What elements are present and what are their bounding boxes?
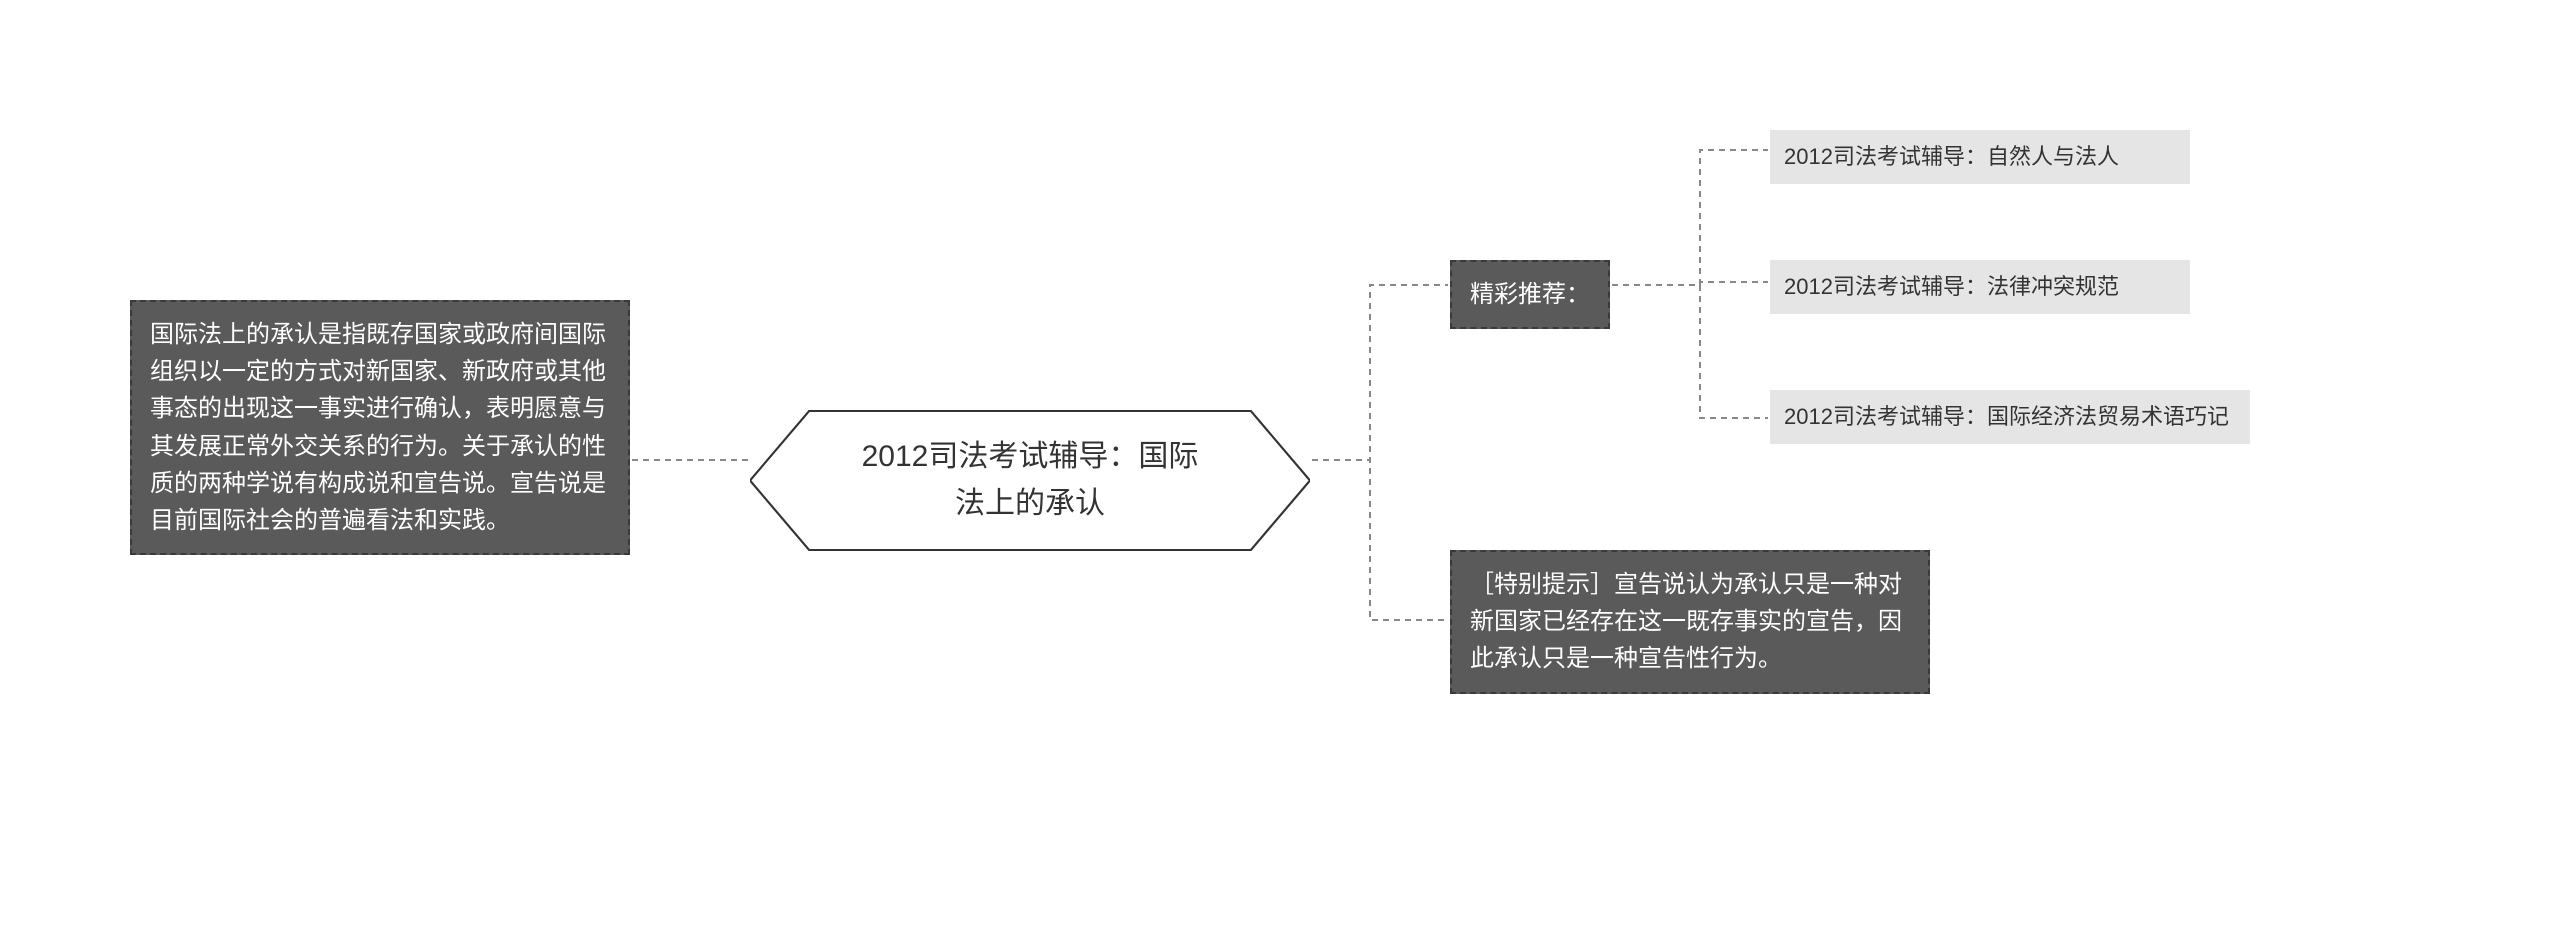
center-node: 2012司法考试辅导：国际 法上的承认	[810, 410, 1250, 551]
recommend-item-3-text: 2012司法考试辅导：国际经济法贸易术语巧记	[1784, 404, 2229, 429]
center-text-line1: 2012司法考试辅导：国际	[862, 440, 1199, 473]
recommend-item-2-text: 2012司法考试辅导：法律冲突规范	[1784, 274, 2119, 299]
tip-block-node: ［特别提示］宣告说认为承认只是一种对新国家已经存在这一既存事实的宣告，因此承认只…	[1450, 550, 1930, 694]
recommend-label-node: 精彩推荐：	[1450, 260, 1610, 329]
recommend-item-1-text: 2012司法考试辅导：自然人与法人	[1784, 144, 2119, 169]
recommend-label-text: 精彩推荐：	[1470, 281, 1590, 308]
left-main-node: 国际法上的承认是指既存国家或政府间国际组织以一定的方式对新国家、新政府或其他事态…	[130, 300, 630, 555]
recommend-item-1: 2012司法考试辅导：自然人与法人	[1770, 130, 2190, 184]
recommend-item-3: 2012司法考试辅导：国际经济法贸易术语巧记	[1770, 390, 2250, 444]
tip-block-text: ［特别提示］宣告说认为承认只是一种对新国家已经存在这一既存事实的宣告，因此承认只…	[1470, 571, 1902, 672]
hex-right-cap	[1250, 410, 1310, 551]
hex-left-cap	[750, 410, 810, 551]
center-text-line2: 法上的承认	[955, 487, 1105, 520]
recommend-item-2: 2012司法考试辅导：法律冲突规范	[1770, 260, 2190, 314]
left-main-text: 国际法上的承认是指既存国家或政府间国际组织以一定的方式对新国家、新政府或其他事态…	[150, 321, 606, 534]
